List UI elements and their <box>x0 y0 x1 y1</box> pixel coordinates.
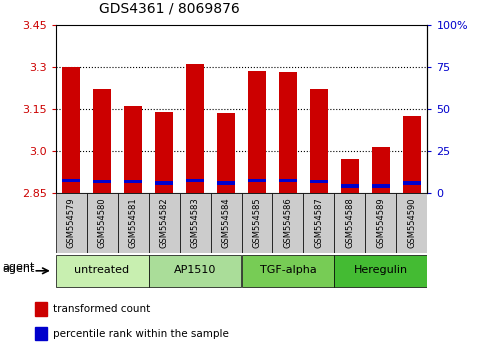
Text: AP1510: AP1510 <box>174 265 216 275</box>
Bar <box>366 193 397 253</box>
Bar <box>155 112 173 193</box>
Bar <box>334 255 427 287</box>
Bar <box>56 255 149 287</box>
Bar <box>242 255 334 287</box>
Bar <box>211 193 242 253</box>
Bar <box>217 182 235 185</box>
Text: Heregulin: Heregulin <box>354 265 408 275</box>
Bar <box>248 179 266 182</box>
Bar <box>272 193 303 253</box>
Bar <box>124 180 142 183</box>
Text: GSM554580: GSM554580 <box>98 198 107 249</box>
Text: agent: agent <box>3 264 35 274</box>
Bar <box>242 193 272 253</box>
Bar <box>180 193 211 253</box>
Bar <box>86 193 117 253</box>
Text: GSM554586: GSM554586 <box>284 198 293 249</box>
Text: GSM554579: GSM554579 <box>67 198 75 249</box>
Bar <box>217 113 235 193</box>
Text: untreated: untreated <box>74 265 129 275</box>
Text: TGF-alpha: TGF-alpha <box>260 265 316 275</box>
Bar <box>62 179 80 182</box>
Bar <box>149 193 180 253</box>
Bar <box>310 180 328 183</box>
Bar <box>124 106 142 193</box>
Bar <box>397 193 427 253</box>
Bar <box>334 193 366 253</box>
Text: GSM554587: GSM554587 <box>314 198 324 249</box>
Bar <box>93 180 112 183</box>
Bar <box>303 193 334 253</box>
Bar <box>155 182 173 185</box>
Text: transformed count: transformed count <box>53 304 150 314</box>
Bar <box>117 193 149 253</box>
Bar <box>62 67 80 193</box>
Text: GDS4361 / 8069876: GDS4361 / 8069876 <box>99 2 240 16</box>
Text: agent: agent <box>2 262 35 272</box>
Text: percentile rank within the sample: percentile rank within the sample <box>53 329 229 338</box>
Bar <box>35 302 47 316</box>
Bar <box>279 179 297 182</box>
Text: GSM554584: GSM554584 <box>222 198 230 249</box>
Bar <box>149 255 242 287</box>
Text: GSM554590: GSM554590 <box>408 198 416 248</box>
Text: GSM554583: GSM554583 <box>190 198 199 249</box>
Bar <box>403 182 421 185</box>
Text: GSM554585: GSM554585 <box>253 198 261 249</box>
Text: GSM554582: GSM554582 <box>159 198 169 249</box>
Bar <box>403 116 421 193</box>
Bar <box>248 71 266 193</box>
Bar <box>186 179 204 182</box>
Bar <box>35 327 47 341</box>
Bar <box>341 184 359 188</box>
Bar <box>341 159 359 193</box>
Text: GSM554589: GSM554589 <box>376 198 385 249</box>
Bar <box>56 193 86 253</box>
Bar <box>310 89 328 193</box>
Bar <box>93 89 112 193</box>
Bar <box>279 73 297 193</box>
Bar <box>372 147 390 193</box>
Text: GSM554588: GSM554588 <box>345 198 355 249</box>
Bar <box>372 184 390 188</box>
Text: GSM554581: GSM554581 <box>128 198 138 249</box>
Bar <box>186 64 204 193</box>
